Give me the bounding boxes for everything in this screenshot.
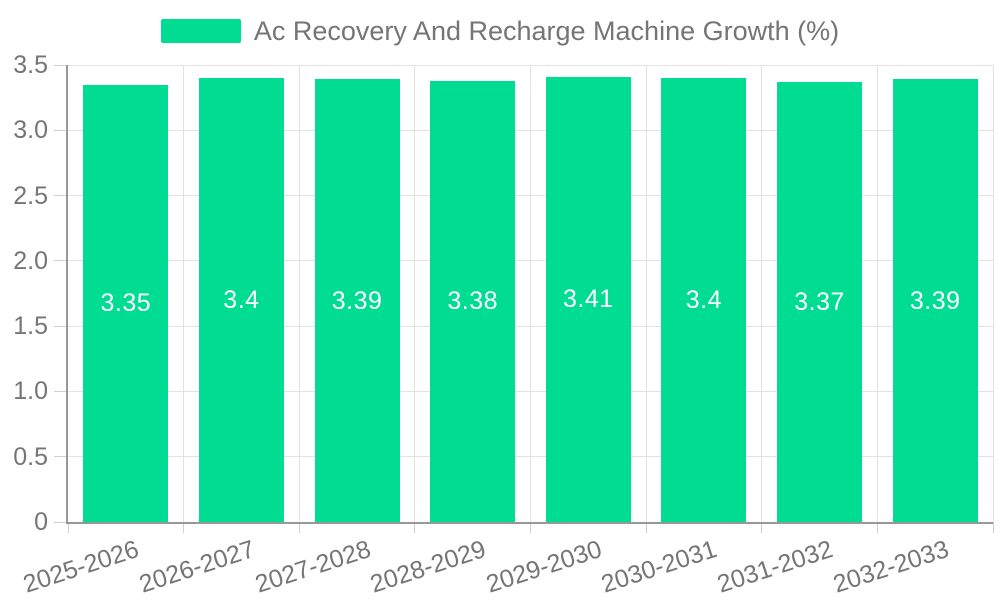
- x-axis-category-label: 2027-2028: [251, 535, 374, 599]
- bar: [198, 78, 284, 522]
- x-axis-category-label: 2030-2031: [598, 535, 721, 599]
- gridline-vertical: [298, 65, 300, 522]
- gridline-vertical: [645, 65, 647, 522]
- bar: [777, 81, 863, 522]
- bar-value-label: 3.4: [685, 286, 723, 315]
- x-axis-category-label: 2031-2032: [713, 535, 837, 599]
- x-axis-tick: [298, 522, 300, 533]
- x-axis-category-label: 2028-2029: [366, 535, 490, 599]
- x-axis-tick: [645, 522, 647, 533]
- x-axis-tick: [183, 522, 185, 533]
- y-axis-tick-label: 3.0: [13, 116, 48, 145]
- y-axis-tick: [54, 195, 68, 197]
- x-axis-tick: [992, 522, 994, 533]
- gridline-vertical: [414, 65, 416, 522]
- x-axis-category-label: 2026-2027: [135, 535, 259, 599]
- legend-series-label: Ac Recovery And Recharge Machine Growth …: [253, 16, 840, 46]
- y-axis-tick: [54, 260, 68, 262]
- legend-swatch: [160, 19, 241, 43]
- x-axis-category-label: 2025-2026: [20, 535, 143, 599]
- gridline-vertical: [530, 65, 531, 522]
- bar-value-label: 3.35: [100, 289, 152, 318]
- bar: [430, 80, 516, 522]
- y-axis-tick-label: 3.5: [13, 51, 48, 79]
- y-axis-tick: [54, 456, 68, 458]
- bar: [314, 79, 400, 522]
- y-axis-tick: [54, 64, 68, 66]
- bar-value-label: 3.39: [331, 286, 383, 315]
- y-axis-tick-label: 2.5: [13, 181, 48, 210]
- bar-value-label: 3.4: [223, 286, 260, 315]
- y-axis-tick-label: 2.0: [13, 246, 48, 275]
- x-axis-tick: [530, 522, 531, 533]
- bar: [661, 78, 747, 522]
- bar-value-label: 3.37: [794, 287, 845, 316]
- gridline-vertical: [761, 65, 763, 522]
- x-axis-category-label: 2032-2033: [829, 535, 952, 599]
- x-axis-tick: [67, 522, 69, 533]
- y-axis-tick-label: 0: [34, 508, 48, 536]
- y-axis-tick: [54, 129, 68, 131]
- bar-value-label: 3.39: [909, 286, 961, 315]
- x-axis-tick: [876, 522, 878, 533]
- x-axis-line: [66, 521, 993, 524]
- bar-value-label: 3.38: [447, 287, 499, 316]
- bar: [83, 84, 169, 522]
- gridline-vertical: [183, 65, 185, 522]
- legend: Ac Recovery And Recharge Machine Growth …: [0, 16, 1000, 46]
- gridline-vertical: [876, 65, 878, 522]
- bar-value-label: 3.41: [562, 285, 614, 314]
- bar: [892, 79, 978, 522]
- y-axis-tick-label: 1.0: [13, 377, 48, 406]
- y-axis-tick: [54, 390, 68, 392]
- legend-item[interactable]: Ac Recovery And Recharge Machine Growth …: [160, 16, 840, 46]
- y-axis-tick-label: 1.5: [13, 312, 48, 341]
- y-axis-tick: [54, 325, 68, 327]
- x-axis-category-label: 2029-2030: [482, 535, 605, 599]
- y-axis-tick: [54, 521, 68, 523]
- y-axis-tick-label: 0.5: [13, 442, 48, 471]
- x-axis-tick: [414, 522, 416, 533]
- x-axis-tick: [761, 522, 763, 533]
- y-axis-line: [66, 65, 68, 524]
- bar: [545, 76, 631, 522]
- gridline-vertical: [992, 65, 994, 522]
